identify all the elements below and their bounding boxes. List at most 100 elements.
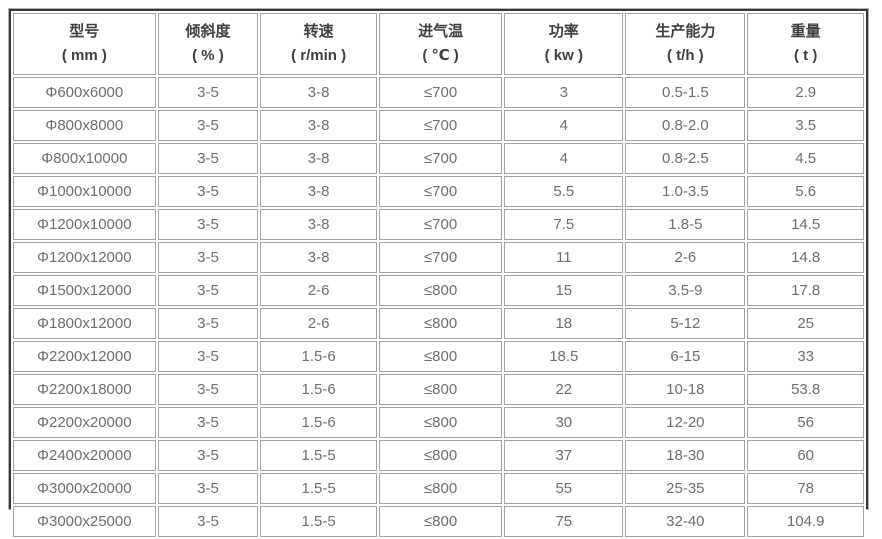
column-title: 转速 [303,23,334,40]
value-cell: 3-5 [157,275,259,306]
value-cell: 5.5 [504,176,624,207]
value-cell: 2-6 [260,275,377,306]
value-cell: 3-5 [157,341,259,372]
table-row: Φ3000x25000 3-5 1.5-5 ≤800 75 32-40 104.9 [13,506,864,537]
value-cell: 1.5-5 [260,473,377,504]
model-cell: Φ1000x10000 [13,176,156,207]
model-cell: Φ2200x18000 [13,374,156,405]
value-cell: 3-8 [260,77,377,108]
table-row: Φ2200x12000 3-5 1.5-6 ≤800 18.5 6-15 33 [13,341,864,372]
value-cell: 75 [504,506,624,537]
value-cell: 3.5-9 [625,275,746,306]
column-title: 生产能力 [655,23,716,40]
value-cell: 32-40 [625,506,746,537]
model-cell: Φ3000x20000 [13,473,156,504]
value-cell: 3-8 [260,143,377,174]
value-cell: 1.0-3.5 [625,176,746,207]
value-cell: 5-12 [625,308,746,339]
value-cell: 4 [504,110,624,141]
model-cell: Φ800x8000 [13,110,156,141]
table-row: Φ2200x20000 3-5 1.5-6 ≤800 30 12-20 56 [13,407,864,438]
value-cell: 0.8-2.0 [625,110,746,141]
table-row: Φ2400x20000 3-5 1.5-5 ≤800 37 18-30 60 [13,440,864,471]
table-row: Φ1000x10000 3-5 3-8 ≤700 5.5 1.0-3.5 5.6 [13,176,864,207]
value-cell: 11 [504,242,624,273]
value-cell: ≤700 [378,110,503,141]
table-row: Φ1200x10000 3-5 3-8 ≤700 7.5 1.8-5 14.5 [13,209,864,240]
value-cell: 3-5 [157,440,259,471]
column-header: 重量 ( t ) [747,13,864,75]
value-cell: ≤700 [378,209,503,240]
column-header: 转速 ( r/min ) [260,13,377,75]
model-cell: Φ1800x12000 [13,308,156,339]
value-cell: ≤700 [378,242,503,273]
spec-table: 型号 ( mm ) 倾斜度 ( % ) 转速 ( r/min ) 进气温 ( ℃ ) 功率 ( k… [11,11,866,539]
value-cell: 3-5 [157,209,259,240]
value-cell: 3-8 [260,242,377,273]
table-row: Φ1200x12000 3-5 3-8 ≤700 11 2-6 14.8 [13,242,864,273]
column-unit: ( kw ) [544,47,583,64]
value-cell: 0.8-2.5 [625,143,746,174]
table-row: Φ800x10000 3-5 3-8 ≤700 4 0.8-2.5 4.5 [13,143,864,174]
value-cell: 55 [504,473,624,504]
value-cell: 14.8 [747,242,864,273]
value-cell: 3-5 [157,143,259,174]
value-cell: 0.5-1.5 [625,77,746,108]
column-unit: ( t ) [794,47,818,64]
value-cell: ≤800 [378,506,503,537]
value-cell: 60 [747,440,864,471]
value-cell: ≤800 [378,308,503,339]
value-cell: 5.6 [747,176,864,207]
value-cell: 3-5 [157,110,259,141]
value-cell: 18 [504,308,624,339]
value-cell: 15 [504,275,624,306]
value-cell: 17.8 [747,275,864,306]
value-cell: 3-5 [157,506,259,537]
value-cell: 3-8 [260,209,377,240]
table-row: Φ600x6000 3-5 3-8 ≤700 3 0.5-1.5 2.9 [13,77,864,108]
table-row: Φ1800x12000 3-5 2-6 ≤800 18 5-12 25 [13,308,864,339]
model-cell: Φ2200x12000 [13,341,156,372]
value-cell: 1.5-6 [260,341,377,372]
value-cell: 3-8 [260,110,377,141]
spec-table-outer-frame: 型号 ( mm ) 倾斜度 ( % ) 转速 ( r/min ) 进气温 ( ℃ ) 功率 ( k… [8,8,869,539]
value-cell: 30 [504,407,624,438]
value-cell: 78 [747,473,864,504]
value-cell: 22 [504,374,624,405]
table-row: Φ2200x18000 3-5 1.5-6 ≤800 22 10-18 53.8 [13,374,864,405]
value-cell: ≤800 [378,374,503,405]
value-cell: 3-5 [157,407,259,438]
table-row: Φ1500x12000 3-5 2-6 ≤800 15 3.5-9 17.8 [13,275,864,306]
column-unit: ( % ) [192,47,224,64]
value-cell: ≤700 [378,77,503,108]
value-cell: 4.5 [747,143,864,174]
value-cell: 18.5 [504,341,624,372]
value-cell: ≤800 [378,341,503,372]
table-row: Φ800x8000 3-5 3-8 ≤700 4 0.8-2.0 3.5 [13,110,864,141]
column-header: 生产能力 ( t/h ) [625,13,746,75]
value-cell: 1.5-5 [260,506,377,537]
model-cell: Φ2200x20000 [13,407,156,438]
value-cell: ≤800 [378,275,503,306]
spec-table-inner-frame: 型号 ( mm ) 倾斜度 ( % ) 转速 ( r/min ) 进气温 ( ℃ ) 功率 ( k… [9,9,868,539]
value-cell: 33 [747,341,864,372]
value-cell: 2-6 [260,308,377,339]
value-cell: 3.5 [747,110,864,141]
value-cell: 3-5 [157,77,259,108]
model-cell: Φ1200x10000 [13,209,156,240]
value-cell: 53.8 [747,374,864,405]
value-cell: 2.9 [747,77,864,108]
value-cell: 12-20 [625,407,746,438]
model-cell: Φ2400x20000 [13,440,156,471]
column-title: 进气温 [418,23,464,40]
value-cell: 56 [747,407,864,438]
value-cell: 3-5 [157,176,259,207]
model-cell: Φ1200x12000 [13,242,156,273]
value-cell: 3 [504,77,624,108]
column-unit: ( ℃ ) [422,47,459,64]
model-cell: Φ1500x12000 [13,275,156,306]
value-cell: ≤700 [378,143,503,174]
value-cell: 3-5 [157,242,259,273]
value-cell: 25 [747,308,864,339]
header-row: 型号 ( mm ) 倾斜度 ( % ) 转速 ( r/min ) 进气温 ( ℃ ) 功率 ( k… [13,13,864,75]
